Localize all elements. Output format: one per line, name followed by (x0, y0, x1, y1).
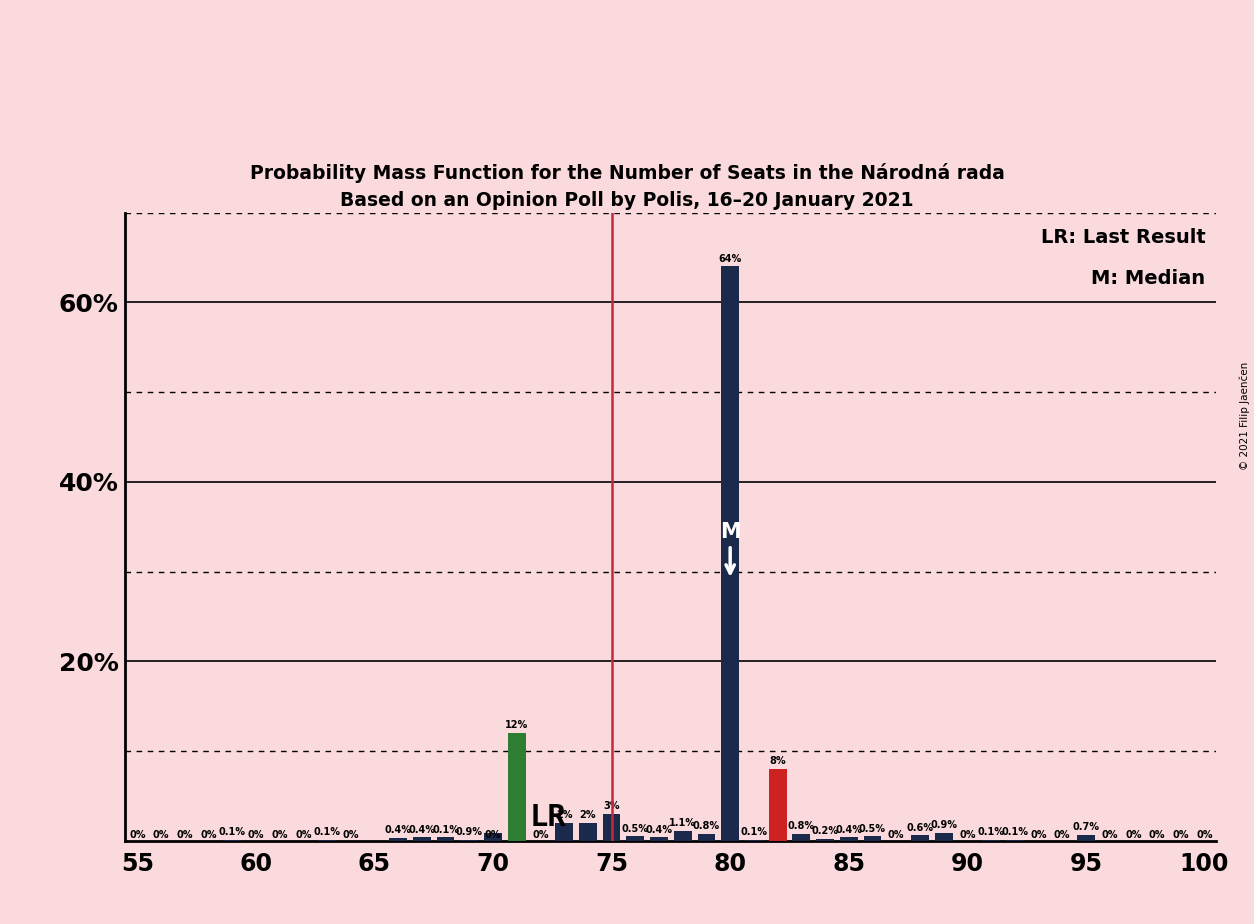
Text: LR: Last Result: LR: Last Result (1041, 228, 1205, 248)
Text: 0.1%: 0.1% (433, 824, 459, 834)
Bar (793, 833, 810, 841)
Text: 0.9%: 0.9% (930, 821, 957, 830)
Text: 0%: 0% (153, 830, 169, 840)
Text: HLAS–SD – Kotleba–ļSNS – Smer–SD – SME RODINA – S: HLAS–SD – Kotleba–ļSNS – Smer–SD – SME R… (0, 28, 1254, 79)
Text: 0.7%: 0.7% (1072, 821, 1100, 832)
Bar (697, 833, 715, 841)
Bar (769, 769, 786, 841)
Text: 0.8%: 0.8% (788, 821, 815, 831)
Bar (413, 837, 431, 841)
Text: M: M (720, 522, 741, 573)
Bar (603, 814, 621, 841)
Text: Based on an Opinion Poll by Polis, 16–20 January 2021: Based on an Opinion Poll by Polis, 16–20… (340, 191, 914, 210)
Text: 0%: 0% (295, 830, 311, 840)
Text: 0.1%: 0.1% (978, 827, 1004, 837)
Text: 0%: 0% (1101, 830, 1117, 840)
Text: 0.1%: 0.1% (218, 827, 246, 837)
Bar (579, 823, 597, 841)
Text: 0.4%: 0.4% (835, 824, 863, 834)
Text: 0.1%: 0.1% (740, 827, 767, 837)
Bar (650, 837, 668, 841)
Bar (816, 839, 834, 841)
Text: 0.4%: 0.4% (409, 824, 435, 834)
Text: 3%: 3% (603, 801, 619, 811)
Text: 0%: 0% (201, 830, 217, 840)
Bar (436, 837, 454, 841)
Text: 0%: 0% (1053, 830, 1071, 840)
Text: 0.6%: 0.6% (907, 822, 933, 833)
Bar (389, 838, 408, 841)
Text: 0%: 0% (342, 830, 359, 840)
Text: 0%: 0% (1125, 830, 1141, 840)
Text: 0.4%: 0.4% (646, 824, 672, 834)
Text: M: Median: M: Median (1091, 269, 1205, 288)
Text: 1.1%: 1.1% (670, 819, 696, 828)
Text: 0.5%: 0.5% (859, 823, 887, 833)
Text: 0.9%: 0.9% (455, 827, 483, 837)
Text: © 2021 Filip Jaenčen: © 2021 Filip Jaenčen (1240, 361, 1250, 470)
Text: 8%: 8% (769, 757, 786, 766)
Text: 0.2%: 0.2% (811, 826, 839, 836)
Text: 0.4%: 0.4% (385, 825, 411, 835)
Bar (556, 823, 573, 841)
Text: 0%: 0% (1172, 830, 1189, 840)
Bar (1077, 834, 1095, 841)
Text: 0.1%: 0.1% (314, 827, 341, 837)
Text: 0%: 0% (1031, 830, 1047, 840)
Bar (627, 836, 645, 841)
Text: 0%: 0% (247, 830, 265, 840)
Bar (673, 831, 692, 841)
Text: 0.5%: 0.5% (622, 823, 648, 833)
Text: 0%: 0% (1196, 830, 1213, 840)
Text: 0%: 0% (959, 830, 976, 840)
Text: 0%: 0% (485, 830, 502, 840)
Bar (864, 836, 882, 841)
Text: 0.1%: 0.1% (1001, 827, 1028, 837)
Text: Probability Mass Function for the Number of Seats in the Národná rada: Probability Mass Function for the Number… (250, 163, 1004, 183)
Bar (934, 833, 953, 841)
Text: 0.8%: 0.8% (693, 821, 720, 831)
Text: 2%: 2% (556, 810, 572, 821)
Bar (508, 733, 525, 841)
Text: 0%: 0% (129, 830, 145, 840)
Bar (721, 266, 739, 841)
Bar (910, 835, 929, 841)
Text: LR: LR (529, 803, 567, 832)
Text: 0%: 0% (532, 830, 549, 840)
Text: 0%: 0% (177, 830, 193, 840)
Bar (840, 837, 858, 841)
Text: 12%: 12% (505, 721, 528, 731)
Text: 0%: 0% (271, 830, 288, 840)
Text: 0%: 0% (888, 830, 904, 840)
Text: 2%: 2% (579, 810, 596, 821)
Bar (484, 833, 502, 841)
Text: 64%: 64% (719, 254, 742, 263)
Text: 0%: 0% (1149, 830, 1165, 840)
